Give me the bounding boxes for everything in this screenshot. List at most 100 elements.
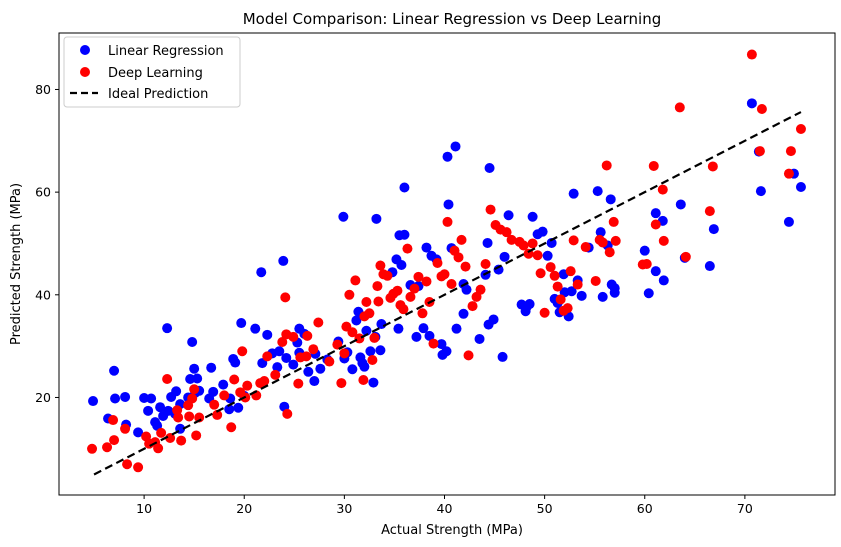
deep-learning-point <box>102 442 113 453</box>
deep-learning-point <box>242 380 253 391</box>
deep-learning-point <box>332 339 343 350</box>
linear-regression-point <box>488 314 499 325</box>
deep-learning-point <box>532 250 543 261</box>
deep-learning-point <box>707 161 718 172</box>
deep-learning-point <box>580 242 591 253</box>
y-tick-label: 40 <box>35 287 51 302</box>
linear-regression-point <box>537 226 548 237</box>
deep-learning-point <box>568 235 579 246</box>
deep-learning-point <box>373 296 384 307</box>
deep-learning-point <box>212 409 223 420</box>
linear-regression-point <box>609 283 620 294</box>
deep-learning-point <box>535 268 546 279</box>
deep-learning-point <box>162 373 173 384</box>
linear-regression-point <box>639 245 650 256</box>
deep-learning-point <box>156 427 167 438</box>
linear-regression-point <box>351 315 362 326</box>
linear-regression-point <box>503 210 514 221</box>
linear-regression-point <box>411 331 422 342</box>
linear-regression-point <box>746 98 757 109</box>
y-axis-title: Predicted Strength (MPa) <box>9 183 24 345</box>
deep-learning-point <box>795 123 806 134</box>
linear-regression-point <box>146 393 157 404</box>
linear-regression-point <box>262 329 273 340</box>
deep-learning-point <box>209 399 220 410</box>
y-tick-label: 60 <box>35 185 51 200</box>
deep-learning-point <box>364 308 375 319</box>
deep-learning-point <box>432 257 443 268</box>
deep-learning-point <box>375 260 386 271</box>
linear-regression-point <box>233 402 244 413</box>
linear-regression-point <box>524 299 535 310</box>
linear-regression-point <box>708 224 719 235</box>
deep-learning-point <box>641 259 652 269</box>
linear-regression-point <box>499 251 510 262</box>
deep-learning-point <box>109 435 120 446</box>
linear-regression-point <box>592 186 603 197</box>
linear-regression-point <box>458 308 469 319</box>
deep-learning-point <box>280 292 291 303</box>
x-axis-title: Actual Strength (MPa) <box>381 523 523 538</box>
linear-regression-point <box>250 323 261 334</box>
deep-learning-point <box>442 216 453 227</box>
deep-learning-point <box>187 393 198 404</box>
linear-regression-point <box>315 363 326 374</box>
deep-learning-point <box>361 296 372 307</box>
linear-regression-point <box>399 229 410 240</box>
deep-learning-point <box>453 252 464 263</box>
deep-learning-point <box>262 351 273 362</box>
deep-learning-point <box>562 303 573 314</box>
deep-learning-point <box>184 411 195 422</box>
linear-regression-point <box>436 339 447 350</box>
linear-regression-point <box>605 194 616 205</box>
deep-learning-point <box>597 237 608 248</box>
legend: Linear Regression Deep Learning Ideal Pr… <box>63 36 241 108</box>
deep-learning-point <box>485 204 496 215</box>
deep-learning-point <box>367 354 378 365</box>
deep-learning-point <box>657 184 668 195</box>
linear-regression-point <box>704 261 715 272</box>
linear-regression-point <box>162 323 173 334</box>
legend-marker-deep-learning <box>80 67 90 77</box>
deep-learning-point <box>572 279 583 290</box>
deep-learning-point <box>259 376 270 387</box>
deep-learning-point <box>413 271 424 282</box>
linear-regression-point <box>376 319 387 330</box>
deep-learning-point <box>339 348 350 359</box>
linear-regression-point <box>368 377 379 388</box>
deep-learning-point <box>480 259 491 269</box>
legend-marker-linear-regression <box>80 45 90 55</box>
deep-learning-point <box>648 160 659 171</box>
linear-regression-point <box>347 364 358 375</box>
x-tick-label: 10 <box>136 501 152 516</box>
linear-regression-point <box>230 357 241 368</box>
deep-learning-point <box>350 275 361 286</box>
deep-learning-point <box>467 301 478 312</box>
deep-learning-point <box>439 269 450 280</box>
deep-learning-point <box>552 281 563 292</box>
linear-regression-point <box>338 211 349 222</box>
deep-learning-point <box>392 285 403 296</box>
deep-learning-point <box>237 346 248 357</box>
deep-learning-point <box>756 103 767 114</box>
linear-regression-point <box>359 361 370 372</box>
legend-label-deep-learning: Deep Learning <box>108 66 203 81</box>
deep-learning-point <box>270 369 281 380</box>
legend-label-linear-regression: Linear Regression <box>108 44 224 59</box>
deep-learning-point <box>277 337 288 348</box>
deep-learning-point <box>324 356 335 367</box>
deep-learning-point <box>590 275 601 286</box>
deep-learning-point <box>539 307 550 318</box>
linear-regression-point <box>110 393 121 404</box>
legend-label-ideal-prediction: Ideal Prediction <box>108 87 208 102</box>
deep-learning-point <box>120 423 131 434</box>
x-tick-label: 60 <box>637 501 653 516</box>
deep-learning-point <box>108 415 119 426</box>
linear-regression-point <box>208 386 219 397</box>
deep-learning-point <box>601 160 612 171</box>
linear-regression-point <box>133 427 144 438</box>
deep-learning-point <box>446 279 457 290</box>
legend-box <box>63 36 241 108</box>
deep-learning-point <box>409 283 420 294</box>
deep-learning-point <box>527 238 538 249</box>
